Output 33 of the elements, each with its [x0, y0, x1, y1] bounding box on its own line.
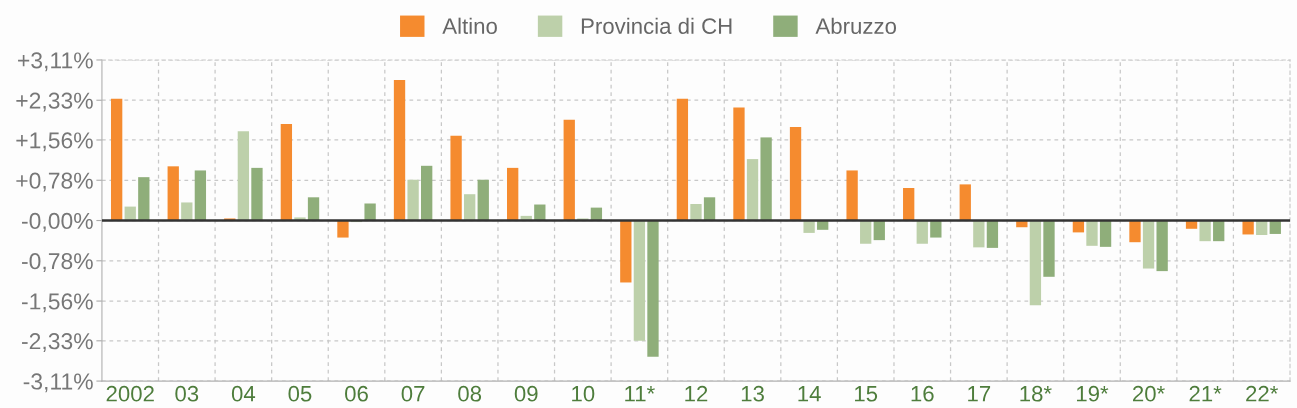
y-tick-label: +3,11% [18, 52, 93, 72]
x-tick-label: 04 [231, 385, 256, 402]
x-tick-label: 03 [175, 385, 199, 402]
x-tick-label: 15 [855, 386, 878, 402]
y-tick-label: -3,11% [23, 373, 93, 393]
x-tick-label: 20* [1133, 385, 1165, 402]
y-tick-label: -2,33% [22, 333, 93, 353]
y-tick-label: -1,56% [22, 293, 93, 313]
x-tick-label: 2002 [106, 385, 154, 402]
x-tick-label: 08 [458, 385, 482, 402]
legend-label: Altino [442, 17, 497, 34]
x-tick-label: 19* [1077, 385, 1109, 402]
x-tick-label: 12 [685, 385, 708, 402]
x-tick-label: 07 [401, 385, 425, 402]
x-tick-label: 09 [514, 385, 538, 402]
y-tick-label: +0,78% [16, 172, 93, 192]
x-tick-label: 16 [911, 385, 934, 402]
x-tick-label: 13 [741, 385, 764, 402]
y-tick-label: -0,78% [22, 253, 93, 273]
legend-label: Provincia di CH [581, 17, 732, 34]
legend-label: Abruzzo [815, 17, 897, 34]
x-tick-label: 18* [1020, 385, 1052, 402]
y-tick-label: +2,33% [16, 92, 93, 112]
x-tick-label: 06 [345, 385, 368, 402]
x-tick-label: 10 [572, 385, 595, 402]
x-tick-label: 05 [288, 385, 312, 402]
x-tick-label: 17 [968, 386, 991, 402]
x-tick-label: 14 [798, 386, 821, 402]
y-tick-label: -0,00% [22, 212, 93, 232]
x-tick-label: 22* [1246, 385, 1279, 402]
x-tick-label: 11* [625, 386, 655, 402]
y-tick-label: +1,56% [16, 132, 93, 152]
x-tick-label: 21* [1189, 385, 1222, 402]
